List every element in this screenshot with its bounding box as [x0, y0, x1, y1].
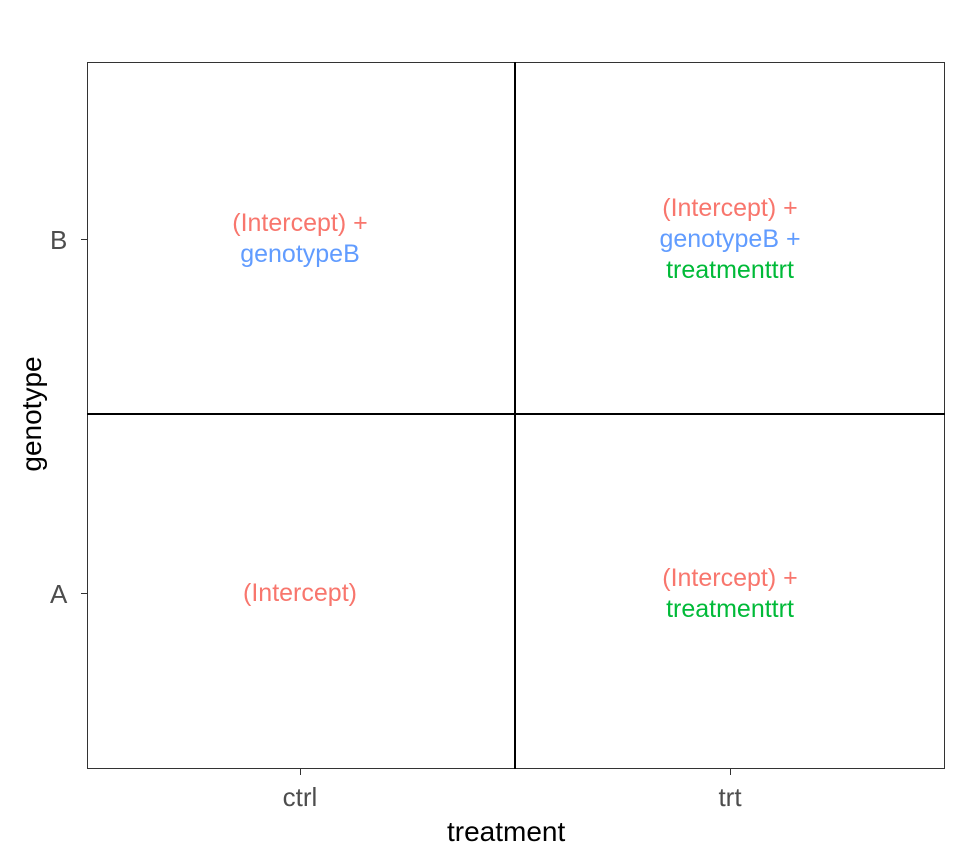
x-tick-mark-trt	[730, 769, 731, 775]
term-treatment: treatmenttrt	[666, 256, 794, 284]
vertical-divider	[514, 62, 516, 769]
x-tick-label-trt: trt	[718, 782, 742, 812]
y-tick-label-B: B	[50, 225, 68, 255]
x-axis-title: treatment	[447, 816, 566, 847]
cell-trt-A: (Intercept) + treatmenttrt	[630, 563, 830, 625]
term-genotype: genotypeB	[240, 240, 360, 268]
plot-panel	[87, 62, 945, 769]
cell-ctrl-B: (Intercept) + genotypeB	[200, 208, 400, 270]
term-intercept: (Intercept) +	[232, 209, 368, 237]
y-tick-label-A: A	[50, 579, 68, 609]
horizontal-divider	[87, 413, 945, 415]
cell-trt-B: (Intercept) + genotypeB + treatmenttrt	[630, 193, 830, 286]
y-axis-title: genotype	[16, 356, 47, 472]
term-treatment: treatmenttrt	[666, 595, 794, 623]
y-tick-mark-A	[81, 593, 87, 594]
y-tick-mark-B	[81, 239, 87, 240]
term-intercept: (Intercept)	[243, 579, 357, 607]
x-tick-label-ctrl: ctrl	[282, 782, 318, 812]
x-tick-mark-ctrl	[300, 769, 301, 775]
term-intercept: (Intercept) +	[662, 194, 798, 222]
term-intercept: (Intercept) +	[662, 564, 798, 592]
term-genotype: genotypeB +	[659, 225, 801, 253]
cell-ctrl-A: (Intercept)	[200, 578, 400, 609]
